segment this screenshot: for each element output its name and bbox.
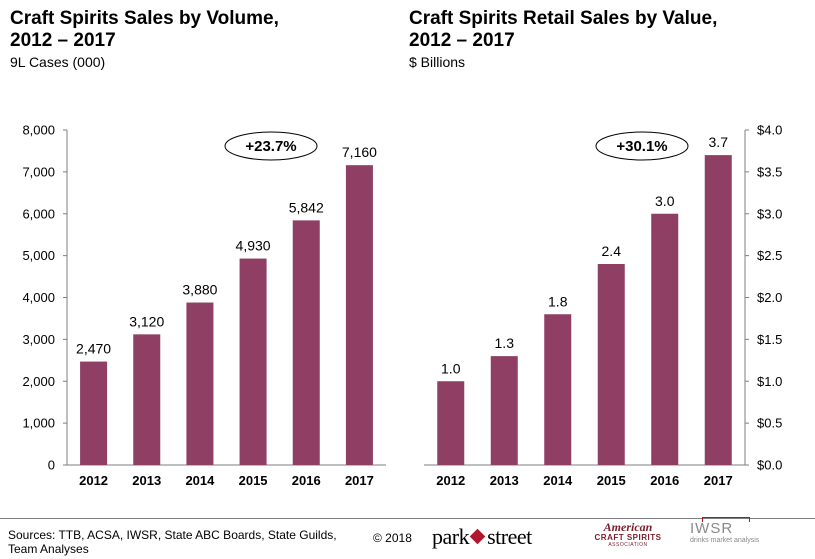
iwsr-logo-line2: drinks market analysis (690, 537, 760, 544)
copyright-text: © 2018 (373, 531, 412, 545)
value-y-tick-label: $4.0 (757, 123, 782, 138)
volume-growth-bubble (224, 131, 318, 161)
diamond-icon (469, 528, 486, 545)
volume-y-tick-label: 1,000 (22, 416, 55, 431)
volume-bar (292, 220, 320, 465)
value-bar (490, 356, 518, 465)
value-data-label: 1.3 (495, 335, 515, 351)
value-x-tick-label: 2013 (490, 473, 519, 488)
value-bar (704, 155, 732, 465)
value-y-tick-label: $1.5 (757, 332, 782, 347)
value-growth-label: +30.1% (616, 138, 667, 155)
volume-x-tick-label: 2013 (132, 473, 161, 488)
value-x-tick-label: 2017 (704, 473, 733, 488)
value-y-tick-label: $0.0 (757, 458, 782, 473)
volume-y-tick-label: 6,000 (22, 206, 55, 221)
volume-x-tick-label: 2016 (292, 473, 321, 488)
value-data-label: 1.0 (441, 360, 461, 376)
park-street-logo-right: street (487, 524, 532, 549)
volume-y-tick-label: 5,000 (22, 248, 55, 263)
iwsr-logo: IWSR drinks market analysis (690, 517, 760, 545)
value-y-tick-label: $3.5 (757, 164, 782, 179)
value-x-tick-label: 2016 (650, 473, 679, 488)
volume-y-tick-label: 4,000 (22, 290, 55, 305)
value-data-label: 1.8 (548, 293, 568, 309)
sources-note: Sources: TTB, ACSA, IWSR, State ABC Boar… (8, 528, 337, 556)
value-y-tick-label: $2.5 (757, 248, 782, 263)
value-y-tick-label: $0.5 (757, 416, 782, 431)
volume-bar (186, 302, 214, 465)
acsa-logo-line1: American (603, 520, 653, 534)
value-chart-title-line2: 2012 – 2017 (409, 30, 515, 51)
volume-data-label: 7,160 (342, 144, 377, 160)
volume-data-label: 2,470 (76, 341, 111, 357)
volume-chart-title-line1: Craft Spirits Sales by Volume, (10, 8, 279, 29)
value-chart-title: Craft Spirits Retail Sales by Value, 201… (409, 8, 717, 52)
volume-bar (80, 361, 108, 465)
acsa-logo-line3: ASSOCIATION (608, 542, 648, 548)
footer-divider (0, 518, 815, 519)
value-chart-title-line1: Craft Spirits Retail Sales by Value, (409, 8, 718, 29)
volume-chart-title-line2: 2012 – 2017 (10, 30, 116, 51)
volume-bar (239, 258, 267, 465)
volume-y-tick-label: 2,000 (22, 374, 55, 389)
volume-chart-subtitle: 9L Cases (000) (10, 54, 106, 70)
volume-bar (133, 334, 161, 465)
volume-x-tick-label: 2017 (345, 473, 374, 488)
value-bar (437, 381, 465, 465)
volume-data-label: 5,842 (289, 199, 324, 215)
volume-y-tick-label: 8,000 (22, 123, 55, 138)
value-bar (597, 264, 625, 465)
value-y-tick-label: $2.0 (757, 290, 782, 305)
volume-x-tick-label: 2012 (79, 473, 108, 488)
value-data-label: 3.0 (655, 193, 675, 209)
value-bar (544, 314, 572, 465)
acsa-logo-line2: CRAFT SPIRITS (594, 533, 662, 542)
iwsr-logo-line1: IWSR (690, 520, 734, 537)
volume-chart-title: Craft Spirits Sales by Volume, 2012 – 20… (10, 8, 279, 52)
value-data-label: 2.4 (602, 243, 622, 259)
park-street-logo: park street (432, 524, 532, 550)
volume-x-tick-label: 2015 (239, 473, 268, 488)
value-y-tick-label: $3.0 (757, 206, 782, 221)
volume-data-label: 3,120 (129, 313, 164, 329)
volume-data-label: 3,880 (182, 282, 217, 298)
value-y-tick-label: $1.0 (757, 374, 782, 389)
value-x-tick-label: 2015 (597, 473, 626, 488)
charts-canvas: 0 1,000 2,000 3,000 4,000 5,000 6,000 7,000 8,00… (22, 123, 782, 489)
volume-growth-label: +23.7% (245, 138, 296, 155)
value-growth-bubble (595, 131, 689, 161)
value-x-tick-label: 2014 (543, 473, 573, 488)
value-x-tick-label: 2012 (436, 473, 465, 488)
value-data-label: 3.7 (709, 134, 729, 150)
volume-x-tick-label: 2014 (185, 473, 215, 488)
volume-bar (345, 165, 373, 466)
volume-y-tick-label: 0 (48, 458, 55, 473)
acsa-logo: American CRAFT SPIRITS ASSOCIATION (592, 521, 664, 548)
volume-y-tick-label: 7,000 (22, 164, 55, 179)
value-bar (651, 213, 679, 465)
park-street-logo-left: park (432, 524, 470, 549)
value-chart-subtitle: $ Billions (409, 54, 466, 70)
volume-data-label: 4,930 (236, 238, 271, 254)
iwsr-mark-icon (702, 517, 750, 522)
volume-y-tick-label: 3,000 (22, 332, 55, 347)
